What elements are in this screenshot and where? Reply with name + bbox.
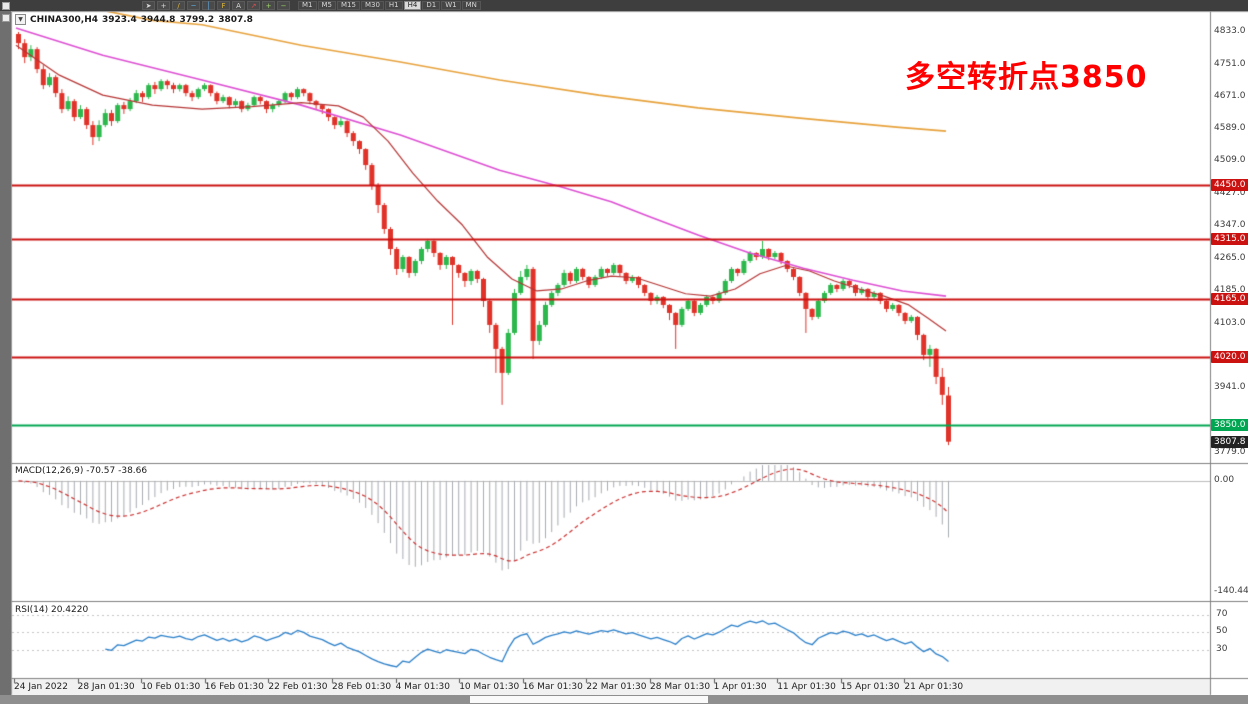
timeframe-m5-button[interactable]: M5 [317,1,336,10]
timeframe-m30-button[interactable]: M30 [360,1,384,10]
time-axis-label: 10 Mar 01:30 [459,682,520,692]
time-axis-label: 28 Jan 01:30 [77,682,135,692]
price-tick-label: 3779.0 [1214,447,1246,458]
timeframe-d1-button[interactable]: D1 [422,1,441,10]
time-axis-label: 28 Feb 01:30 [332,682,392,692]
time-axis-label: 22 Feb 01:30 [268,682,328,692]
macd-indicator-label: MACD(12,26,9) -70.57 -38.66 [15,466,147,476]
price-tick-label: 4509.0 [1214,155,1246,166]
vertical-line-icon[interactable]: │ [202,1,215,10]
price-tick-label: 4347.0 [1214,220,1246,231]
price-tag-4450.0: 4450.0 [1211,179,1248,192]
chart-window-icon[interactable] [1,14,10,22]
timeframe-toolbar: M1 M5 M15 M30 H1 H4 D1 W1 MN [298,1,481,10]
fibonacci-icon[interactable]: F [217,1,230,10]
timeframe-m1-button[interactable]: M1 [298,1,317,10]
timeframe-h4-button[interactable]: H4 [403,1,422,10]
price-tag-4165.0: 4165.0 [1211,292,1248,305]
annotation-text: 多空转折点3850 [905,60,1148,95]
ohlc-close: 3807.8 [218,14,253,25]
macd-values-text: -70.57 -38.66 [86,466,148,476]
time-axis-label: 16 Mar 01:30 [522,682,583,692]
price-tick-label: 4265.0 [1214,252,1246,263]
symbol-header: ▼ CHINA300,H4 3923.4 3944.8 3799.2 3807.… [15,14,253,25]
time-axis-label: 16 Feb 01:30 [204,682,264,692]
price-tick-label: 4103.0 [1214,317,1246,328]
ohlc-high: 3944.8 [140,14,176,25]
left-window-strip [0,11,11,695]
rsi-indicator-label: RSI(14) 20.4220 [15,605,88,615]
timeframe-w1-button[interactable]: W1 [441,1,461,10]
text-label-icon[interactable]: A [232,1,245,10]
price-tick-label: 4185.0 [1214,284,1246,295]
time-axis-label: 21 Apr 01:30 [904,682,964,692]
time-axis-label: 15 Apr 01:30 [840,682,900,692]
rsi-label-text: RSI(14) [15,605,49,615]
price-tick-label: 4589.0 [1214,123,1246,134]
macd-label-text: MACD(12,26,9) [15,466,84,476]
timeframe-h1-button[interactable]: H1 [384,1,403,10]
time-axis-label: 10 Feb 01:30 [141,682,201,692]
arrow-icon[interactable]: ↗ [247,1,260,10]
cursor-icon[interactable]: ➤ [142,1,155,10]
price-tag-4315.0: 4315.0 [1211,232,1248,245]
horizontal-scrollbar[interactable] [0,695,1248,704]
toolbar-icon-group: ➤ + / ─ │ F A ↗ + − [142,1,290,10]
ohlc-open: 3923.4 [101,14,137,25]
zoom-in-icon[interactable]: + [262,1,275,10]
time-axis-label: 24 Jan 2022 [14,682,68,692]
time-axis-label: 4 Mar 01:30 [395,682,450,692]
price-tick-label: 3941.0 [1214,382,1246,393]
collapse-chart-button[interactable]: ▼ [15,14,26,25]
horizontal-line-icon[interactable]: ─ [187,1,200,10]
symbol-label: CHINA300,H4 [30,14,98,25]
scrollbar-thumb[interactable] [470,696,708,703]
price-tag-4020.0: 4020.0 [1211,350,1248,363]
price-tag-3850.0: 3850.0 [1211,418,1248,431]
rsi-level-label: 50 [1216,626,1228,637]
price-tick-label: 4671.0 [1214,90,1246,101]
trendline-icon[interactable]: / [172,1,185,10]
time-axis-label: 28 Mar 01:30 [650,682,711,692]
crosshair-icon[interactable]: + [157,1,170,10]
timeframe-m15-button[interactable]: M15 [337,1,360,10]
timeframe-mn-button[interactable]: MN [461,1,481,10]
rsi-value-text: 20.4220 [50,605,89,615]
macd-axis-label: -140.44 [1214,586,1248,597]
time-axis-label: 11 Apr 01:30 [777,682,836,692]
price-tick-label: 4427.0 [1214,188,1246,199]
zoom-out-icon[interactable]: − [277,1,290,10]
time-axis-label: 1 Apr 01:30 [713,682,767,692]
time-axis-label: 22 Mar 01:30 [586,682,647,692]
rsi-level-label: 30 [1216,643,1228,654]
top-toolbar: ➤ + / ─ │ F A ↗ + − M1 M5 M15 M30 H1 H4 D1 W1 MN [0,0,1248,11]
price-tag-3807.8: 3807.8 [1211,435,1248,448]
rsi-level-label: 70 [1216,608,1228,619]
price-tick-label: 4751.0 [1214,58,1246,69]
app-icon [2,1,10,10]
macd-axis-label: 0.00 [1214,474,1235,485]
ohlc-low: 3799.2 [179,14,215,25]
price-tick-label: 4833.0 [1214,25,1246,36]
